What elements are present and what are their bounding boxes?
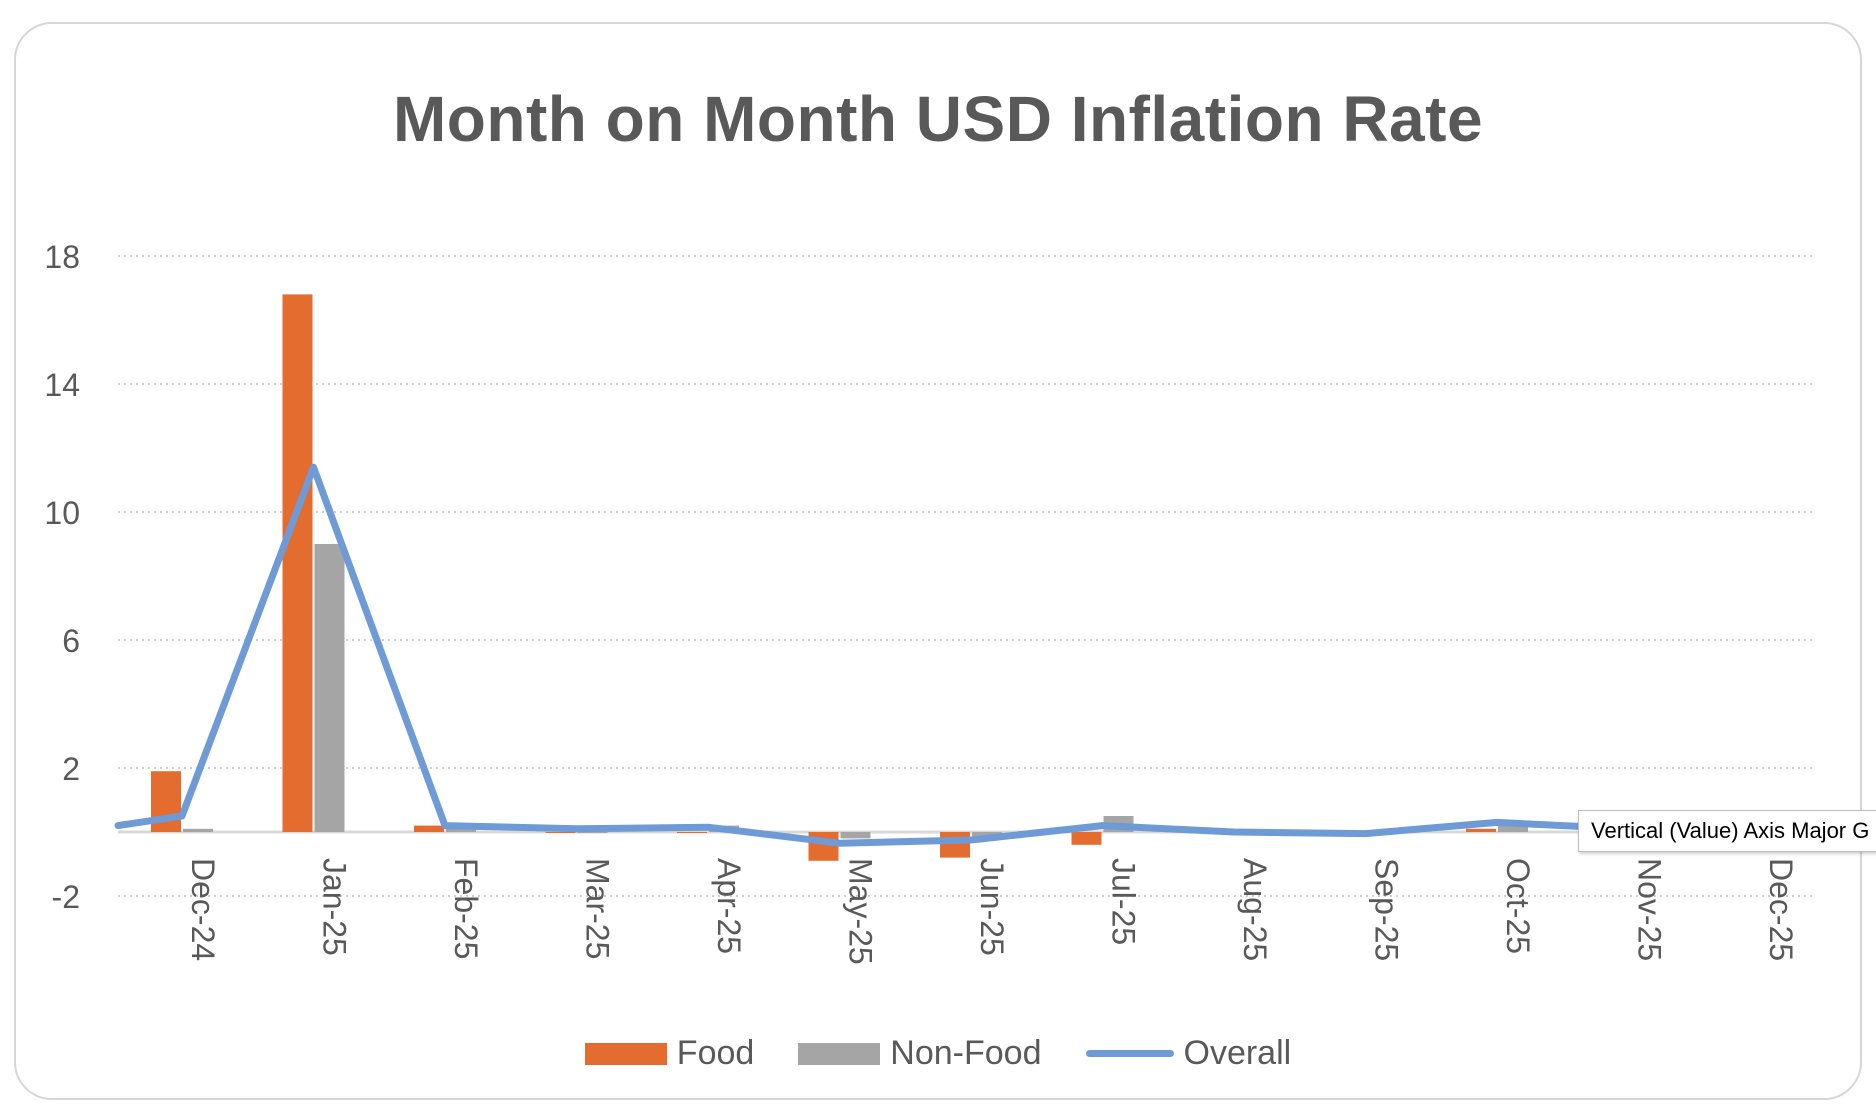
x-tick-label: Jan-25 (317, 858, 353, 956)
y-tick-label: -2 (52, 879, 80, 915)
legend-swatch-food (584, 1042, 667, 1065)
legend-label-non-food: Non-Food (890, 1034, 1042, 1072)
legend-item-food[interactable]: Food (584, 1034, 755, 1073)
plot-area[interactable]: -2 2 6 10 14 18 Dec-24 Jan-25 Feb-25 Mar-25 Apr-2… (16, 24, 1862, 1024)
bar-food[interactable] (282, 294, 313, 832)
y-tick-label: 18 (44, 239, 80, 275)
legend-label-overall: Overall (1183, 1034, 1292, 1072)
x-tick-label: Feb-25 (448, 858, 484, 959)
x-tick-label: Nov-25 (1632, 858, 1668, 961)
bar-food[interactable] (1466, 828, 1496, 832)
x-tick-label: Aug-25 (1237, 858, 1273, 961)
x-tick-label: Jun-25 (974, 858, 1010, 956)
bar-food[interactable] (1071, 832, 1102, 845)
bar-food[interactable] (545, 832, 576, 833)
legend-swatch-non-food (798, 1042, 881, 1065)
x-tick-label: Oct-25 (1500, 858, 1536, 954)
y-tick-label: 6 (62, 623, 80, 659)
bar-non-food[interactable] (840, 832, 871, 839)
legend-label-food: Food (676, 1034, 755, 1072)
bar-food[interactable] (808, 832, 839, 861)
x-tick-label: May-25 (843, 858, 879, 965)
axis-tooltip: Vertical (Value) Axis Major G (1578, 810, 1876, 852)
legend-item-non-food[interactable]: Non-Food (798, 1034, 1042, 1073)
x-tick-label: Jul-25 (1106, 858, 1142, 945)
legend-swatch-overall (1085, 1050, 1174, 1057)
chart-card[interactable]: Month on Month USD Inflation Rate -2 2 6 10… (14, 22, 1862, 1100)
legend-item-overall[interactable]: Overall (1085, 1034, 1292, 1073)
x-tick-label: Dec-25 (1763, 858, 1799, 961)
x-tick-label: Apr-25 (711, 858, 747, 954)
y-tick-label: 2 (62, 751, 80, 787)
y-tick-label: 14 (44, 367, 80, 403)
series-line-overall[interactable] (114, 463, 1632, 847)
x-tick-label: Sep-25 (1369, 858, 1405, 961)
bar-non-food[interactable] (1498, 825, 1528, 832)
chart-title: Month on Month USD Inflation Rate (392, 83, 1484, 155)
legend: Food Non-Food Overall (16, 1034, 1860, 1073)
bar-non-food[interactable] (577, 832, 608, 833)
bar-food[interactable] (677, 832, 707, 833)
bar-food[interactable] (414, 825, 444, 832)
bar-food[interactable] (940, 832, 970, 858)
x-tick-label: Dec-24 (185, 858, 221, 961)
bar-non-food[interactable] (446, 828, 476, 832)
x-tick-label: Mar-25 (580, 858, 616, 959)
bar-non-food[interactable] (314, 544, 345, 832)
bar-non-food[interactable] (183, 828, 213, 832)
y-tick-label: 10 (44, 495, 80, 531)
